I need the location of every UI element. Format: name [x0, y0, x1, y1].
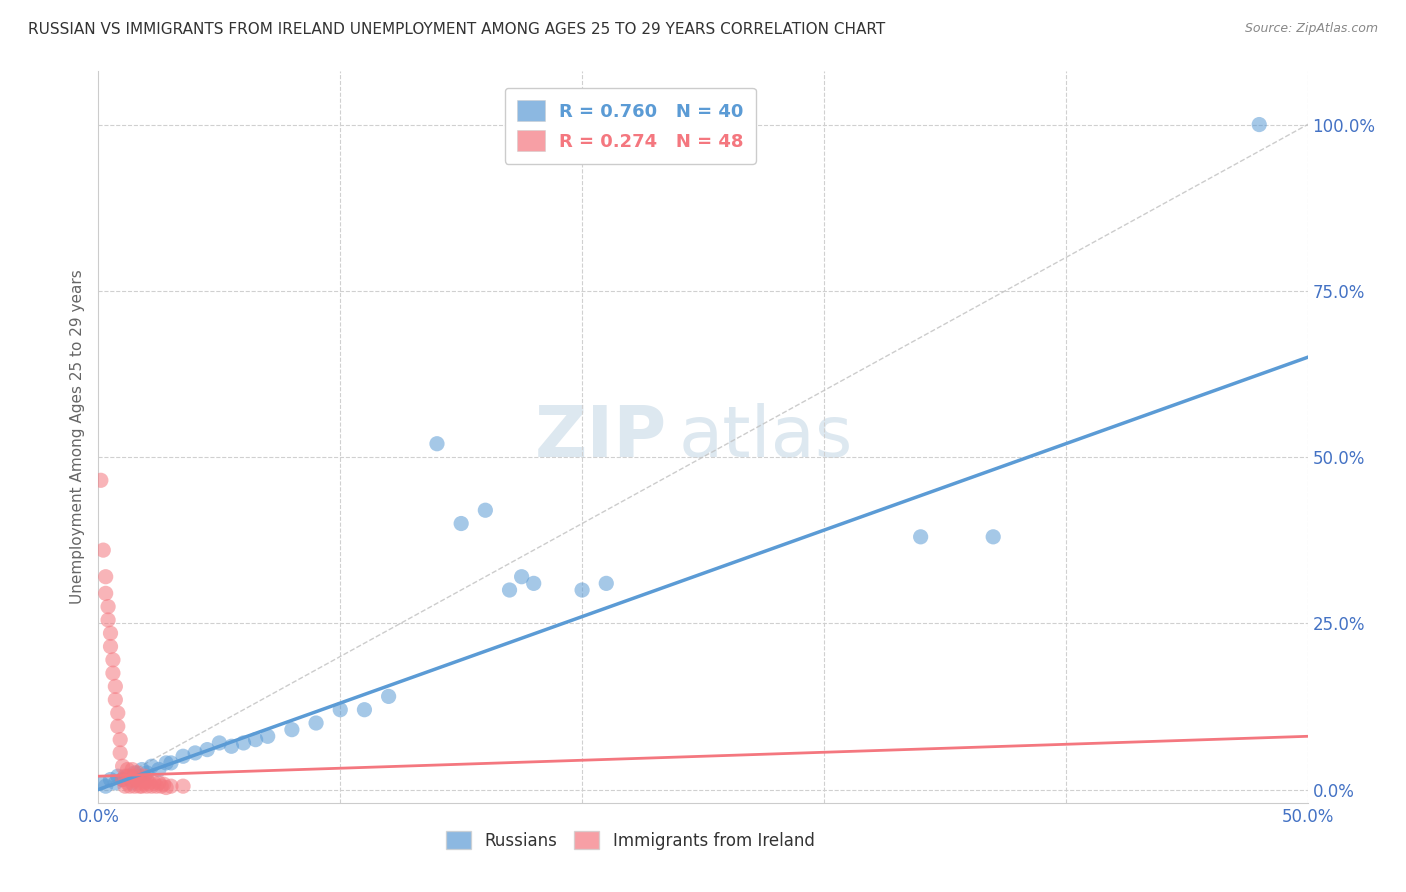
Point [118, 779, 141, 793]
Point [124, 769, 146, 783]
Point [138, 776, 160, 790]
Point [208, 736, 231, 750]
Point [104, 692, 127, 706]
Point [94, 570, 117, 584]
Point [124, 765, 146, 780]
Point [498, 582, 520, 597]
Point [100, 626, 122, 640]
Text: atlas: atlas [679, 402, 853, 472]
Point [135, 772, 157, 787]
Point [97, 613, 120, 627]
Point [143, 776, 166, 790]
Point [523, 576, 546, 591]
Text: ZIP: ZIP [534, 402, 666, 472]
Point [117, 769, 139, 783]
Point [108, 746, 131, 760]
Point [107, 769, 129, 783]
Point [117, 763, 139, 777]
Point [232, 736, 254, 750]
Point [121, 772, 143, 787]
Point [127, 772, 149, 787]
Point [101, 653, 124, 667]
Point [474, 503, 496, 517]
Point [981, 530, 1004, 544]
Point [152, 777, 174, 791]
Point [141, 759, 163, 773]
Point [131, 779, 153, 793]
Point [353, 703, 375, 717]
Point [111, 772, 134, 787]
Point [184, 746, 207, 760]
Point [305, 716, 328, 731]
Point [128, 776, 150, 790]
Point [117, 776, 139, 790]
Point [329, 703, 352, 717]
Point [155, 756, 177, 770]
Point [97, 599, 120, 614]
Point [128, 779, 150, 793]
Point [107, 719, 129, 733]
Point [101, 666, 124, 681]
Point [155, 780, 177, 795]
Point [148, 776, 170, 790]
Point [160, 779, 183, 793]
Point [377, 690, 399, 704]
Point [124, 779, 146, 793]
Point [135, 765, 157, 780]
Point [100, 640, 122, 654]
Point [195, 742, 218, 756]
Point [131, 763, 153, 777]
Point [426, 436, 449, 450]
Legend: Russians, Immigrants from Ireland: Russians, Immigrants from Ireland [440, 824, 821, 856]
Point [128, 769, 150, 783]
Point [127, 765, 149, 780]
Point [595, 576, 617, 591]
Y-axis label: Unemployment Among Ages 25 to 29 years: Unemployment Among Ages 25 to 29 years [69, 269, 84, 605]
Point [141, 779, 163, 793]
Point [114, 779, 136, 793]
Point [104, 680, 127, 694]
Point [94, 779, 117, 793]
Point [134, 769, 156, 783]
Point [111, 759, 134, 773]
Point [245, 732, 267, 747]
Point [108, 732, 131, 747]
Point [281, 723, 304, 737]
Point [114, 769, 136, 783]
Point [94, 586, 117, 600]
Point [172, 749, 194, 764]
Point [172, 779, 194, 793]
Point [111, 772, 134, 787]
Text: Source: ZipAtlas.com: Source: ZipAtlas.com [1244, 22, 1378, 36]
Point [131, 772, 153, 787]
Point [118, 769, 141, 783]
Point [910, 530, 932, 544]
Point [148, 763, 170, 777]
Point [150, 779, 173, 793]
Point [571, 582, 593, 597]
Point [90, 473, 112, 487]
Point [104, 776, 127, 790]
Point [221, 739, 243, 754]
Point [90, 776, 112, 790]
Point [256, 729, 278, 743]
Point [160, 756, 183, 770]
Point [1249, 118, 1271, 132]
Point [121, 763, 143, 777]
Point [510, 570, 533, 584]
Point [145, 779, 167, 793]
Point [135, 779, 157, 793]
Point [107, 706, 129, 720]
Point [100, 772, 122, 787]
Text: RUSSIAN VS IMMIGRANTS FROM IRELAND UNEMPLOYMENT AMONG AGES 25 TO 29 YEARS CORREL: RUSSIAN VS IMMIGRANTS FROM IRELAND UNEMP… [28, 22, 886, 37]
Point [134, 776, 156, 790]
Point [450, 516, 472, 531]
Point [91, 543, 114, 558]
Point [121, 776, 143, 790]
